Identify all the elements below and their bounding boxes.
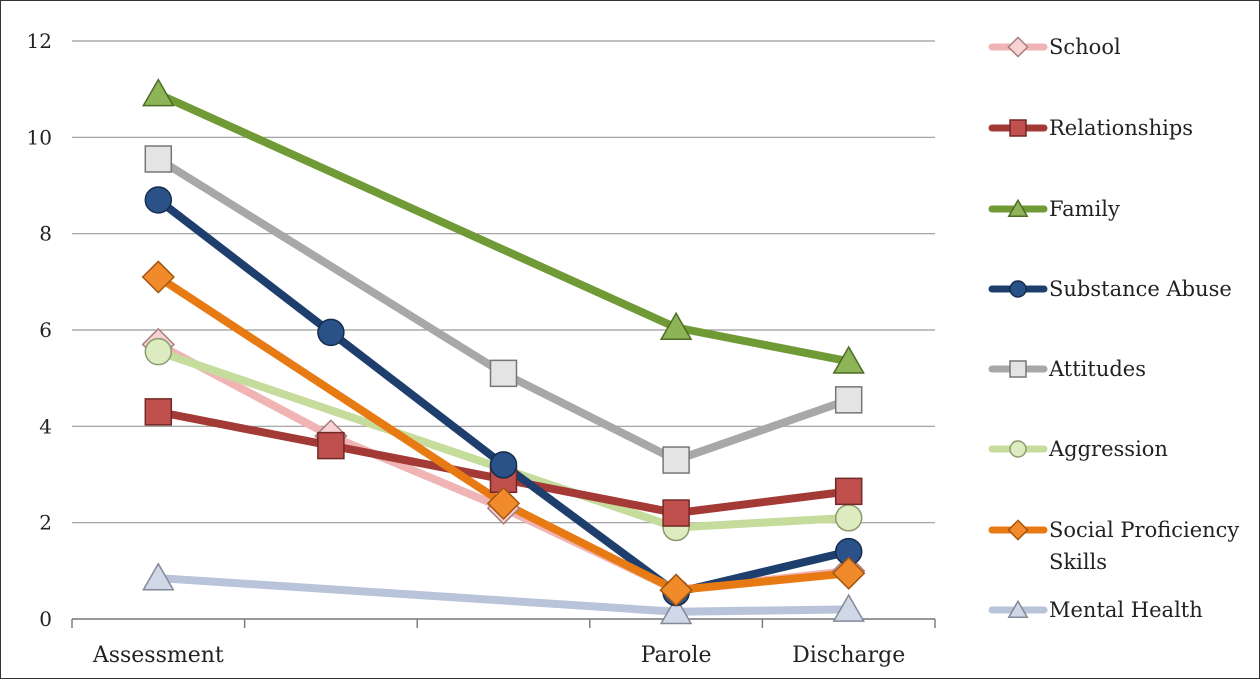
legend-label: Social Proficiency	[1049, 518, 1239, 542]
legend-item: Family	[988, 197, 1120, 221]
data-point	[141, 260, 175, 294]
data-point	[489, 359, 518, 388]
legend-label: Mental Health	[1049, 598, 1203, 622]
data-point	[662, 446, 690, 474]
legend-item: Social Proficiency Skills	[988, 518, 1239, 574]
data-point	[144, 145, 173, 173]
x-tick-label: Discharge	[792, 643, 905, 668]
data-point	[659, 573, 693, 607]
legend-marker	[1009, 119, 1027, 137]
x-axis-categories: Assessment Parole Discharge	[71, 619, 936, 668]
legend-item: Relationships	[988, 116, 1193, 140]
data-point	[834, 477, 863, 506]
y-axis-ticks: 0 2 4 6 8 10 12	[27, 29, 52, 631]
data-point	[144, 337, 173, 366]
data-point	[142, 78, 175, 107]
data-point	[832, 593, 865, 622]
gridlines	[72, 40, 935, 620]
legend-label: Skills	[1049, 550, 1107, 574]
data-point	[144, 186, 173, 214]
x-tick-label: Parole	[641, 643, 712, 668]
legend-marker	[1007, 599, 1029, 618]
series-lines	[154, 89, 853, 616]
series-line	[154, 273, 853, 595]
series-line	[154, 155, 853, 465]
legend-item: School	[988, 35, 1121, 59]
data-point	[834, 504, 863, 532]
data-point	[317, 431, 345, 460]
data-point	[832, 345, 865, 374]
legend-item: Substance Abuse	[988, 277, 1232, 301]
data-point	[834, 386, 863, 414]
legend-label: Relationships	[1049, 116, 1193, 140]
legend-label: School	[1049, 35, 1121, 59]
data-point	[317, 318, 345, 347]
y-tick-label: 0	[39, 607, 52, 631]
data-point	[142, 562, 175, 591]
data-point	[486, 486, 521, 521]
data-point	[489, 451, 518, 479]
legend-label: Substance Abuse	[1049, 277, 1232, 301]
legend-item: Aggression	[988, 437, 1168, 461]
legend-marker	[1009, 440, 1027, 458]
legend-label: Attitudes	[1048, 357, 1146, 381]
y-tick-label: 4	[39, 414, 52, 438]
legend-marker	[1007, 198, 1029, 217]
series-markers	[141, 78, 866, 625]
legend-marker	[1007, 519, 1029, 541]
legend-marker	[1009, 280, 1027, 298]
legend-item: Mental Health	[988, 598, 1203, 622]
legend: School Relationships Family Substance Abuse…	[988, 35, 1239, 622]
data-point	[659, 595, 693, 625]
y-tick-label: 6	[39, 318, 52, 342]
y-tick-label: 12	[27, 29, 52, 53]
y-tick-label: 10	[27, 125, 52, 149]
data-point	[662, 499, 690, 527]
data-point	[832, 556, 866, 590]
data-point	[144, 398, 173, 426]
data-point	[659, 311, 693, 341]
legend-label: Aggression	[1048, 437, 1168, 461]
legend-label: Family	[1049, 197, 1120, 221]
legend-marker	[1007, 36, 1029, 58]
y-tick-label: 2	[39, 511, 52, 535]
x-tick-label: Assessment	[92, 643, 224, 668]
y-tick-label: 8	[39, 222, 52, 246]
legend-marker	[1009, 360, 1027, 378]
legend-item: Attitudes	[988, 357, 1146, 381]
